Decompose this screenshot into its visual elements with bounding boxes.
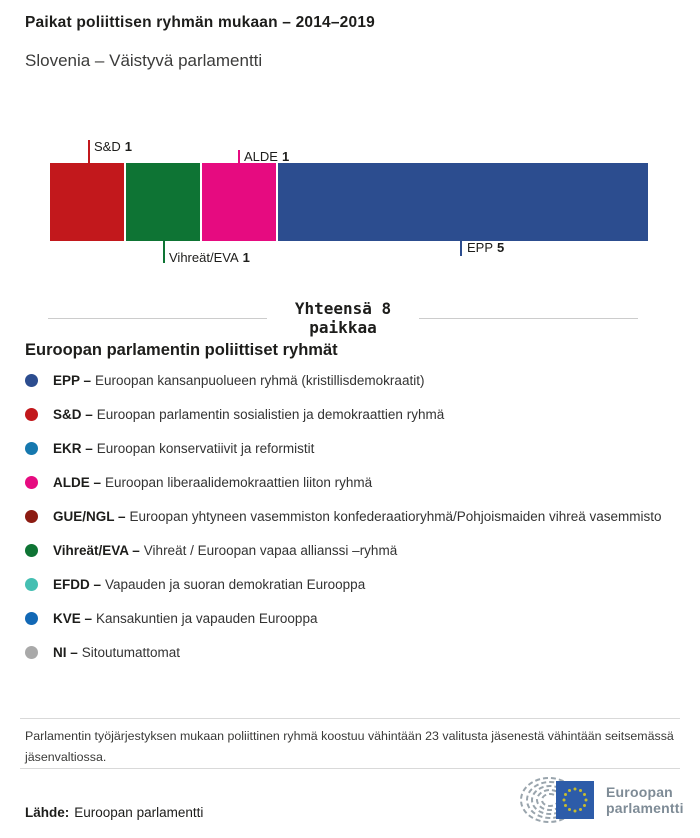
parliament-hemicycle-icon: [520, 777, 594, 823]
logo-line1: Euroopan: [606, 784, 673, 800]
ekr-color-dot: [25, 442, 38, 455]
bar-segment-vihreat: [126, 163, 200, 241]
legend-item-epp: EPP – Euroopan kansanpuolueen ryhmä (kris…: [25, 372, 667, 390]
source-line: Lähde: Euroopan parlamentti: [25, 805, 203, 820]
group-abbr: Vihreät/EVA –: [53, 543, 140, 558]
total-seats-divider: Yhteensä 8 paikkaa: [48, 299, 639, 337]
legend-item-sd: S&D – Euroopan parlamentin sosialistien j…: [25, 406, 667, 424]
source-value: Euroopan parlamentti: [74, 805, 204, 820]
callout-label-sd: S&D 1: [94, 139, 132, 154]
logo-wordmark: Euroopan parlamentti: [606, 784, 684, 816]
seat-count: 1: [124, 139, 132, 154]
legend-list: EPP – Euroopan kansanpuolueen ryhmä (kris…: [25, 372, 667, 678]
group-abbr: EKR –: [53, 441, 93, 456]
legend-item-efdd: EFDD – Vapauden ja suoran demokratian Eur…: [25, 576, 667, 594]
group-desc: Vihreät / Euroopan vapaa allianssi –ryhm…: [143, 543, 398, 558]
callout-label-alde: ALDE 1: [244, 149, 289, 164]
legend-item-guengl: GUE/NGL – Euroopan yhtyneen vasemmiston k…: [25, 508, 667, 526]
group-desc: Kansakuntien ja vapauden Eurooppa: [96, 611, 318, 626]
group-abbr: NI –: [53, 645, 78, 660]
group-abbr: KVE –: [53, 611, 93, 626]
kve-color-dot: [25, 612, 38, 625]
legend-item-ekr: EKR – Euroopan konservatiivit ja reformis…: [25, 440, 667, 458]
divider-rule-top: [20, 718, 680, 719]
sd-color-dot: [25, 408, 38, 421]
group-name: ALDE: [244, 149, 278, 164]
total-seats-line2: paikkaa: [309, 318, 377, 337]
european-parliament-logo: Euroopan parlamentti: [518, 777, 684, 823]
logo-line2: parlamentti: [606, 800, 684, 816]
group-abbr: EFDD –: [53, 577, 102, 592]
legend-item-kve: KVE – Kansakuntien ja vapauden Eurooppa: [25, 610, 667, 628]
group-desc: Euroopan parlamentin sosialistien ja dem…: [96, 407, 445, 422]
seat-bar: [50, 163, 648, 241]
group-name: S&D: [94, 139, 121, 154]
legend-item-alde: ALDE – Euroopan liberaalidemokraattien li…: [25, 474, 667, 492]
seat-count: 5: [497, 240, 505, 255]
callout-tick-sd: [88, 140, 90, 163]
group-abbr: GUE/NGL –: [53, 509, 126, 524]
group-name: Vihreät/EVA: [169, 250, 239, 265]
legend-item-vihreat-eva: Vihreät/EVA – Vihreät / Euroopan vapaa al…: [25, 542, 667, 560]
bar-segment-alde: [202, 163, 276, 241]
group-desc: Euroopan liberaalidemokraattien liiton r…: [105, 475, 373, 490]
divider-line-right: [419, 317, 639, 319]
callout-label-epp: EPP 5: [467, 240, 504, 255]
group-desc: Sitoutumattomat: [81, 645, 181, 660]
ni-color-dot: [25, 646, 38, 659]
alde-color-dot: [25, 476, 38, 489]
footnote-text: Parlamentin työjärjestyksen mukaan polii…: [25, 729, 674, 764]
vihreat-eva-color-dot: [25, 544, 38, 557]
total-seats-label: Yhteensä 8 paikkaa: [295, 299, 391, 337]
page-subtitle: Slovenia – Väistyvä parlamentti: [25, 51, 263, 70]
group-desc: Euroopan konservatiivit ja reformistit: [96, 441, 315, 456]
eu-flag-icon: [556, 781, 594, 819]
epp-color-dot: [25, 374, 38, 387]
group-abbr: EPP –: [53, 373, 92, 388]
callout-tick-vihreat: [163, 241, 165, 263]
guengl-color-dot: [25, 510, 38, 523]
group-desc: Vapauden ja suoran demokratian Eurooppa: [105, 577, 366, 592]
efdd-color-dot: [25, 578, 38, 591]
divider-line-left: [48, 317, 267, 319]
bar-segment-sd: [50, 163, 124, 241]
group-desc: Euroopan yhtyneen vasemmiston konfederaa…: [129, 509, 662, 524]
seat-count: 1: [242, 250, 250, 265]
callout-tick-epp: [460, 241, 462, 256]
legend-heading: Euroopan parlamentin poliittiset ryhmät: [25, 341, 338, 359]
group-abbr: S&D –: [53, 407, 93, 422]
group-name: EPP: [467, 240, 494, 255]
page-title: Paikat poliittisen ryhmän mukaan – 2014–…: [25, 14, 375, 31]
legend-item-ni: NI – Sitoutumattomat: [25, 644, 667, 662]
bar-segment-epp: [278, 163, 648, 241]
group-desc: Euroopan kansanpuolueen ryhmä (kristilli…: [95, 373, 425, 388]
seat-count: 1: [281, 149, 290, 164]
divider-rule-bottom: [20, 768, 680, 769]
callout-label-vihreat: Vihreät/EVA 1: [169, 250, 250, 265]
total-seats-line1: Yhteensä 8: [294, 299, 392, 318]
group-abbr: ALDE –: [53, 475, 102, 490]
source-label: Lähde:: [25, 805, 70, 820]
callout-tick-alde: [238, 150, 240, 163]
